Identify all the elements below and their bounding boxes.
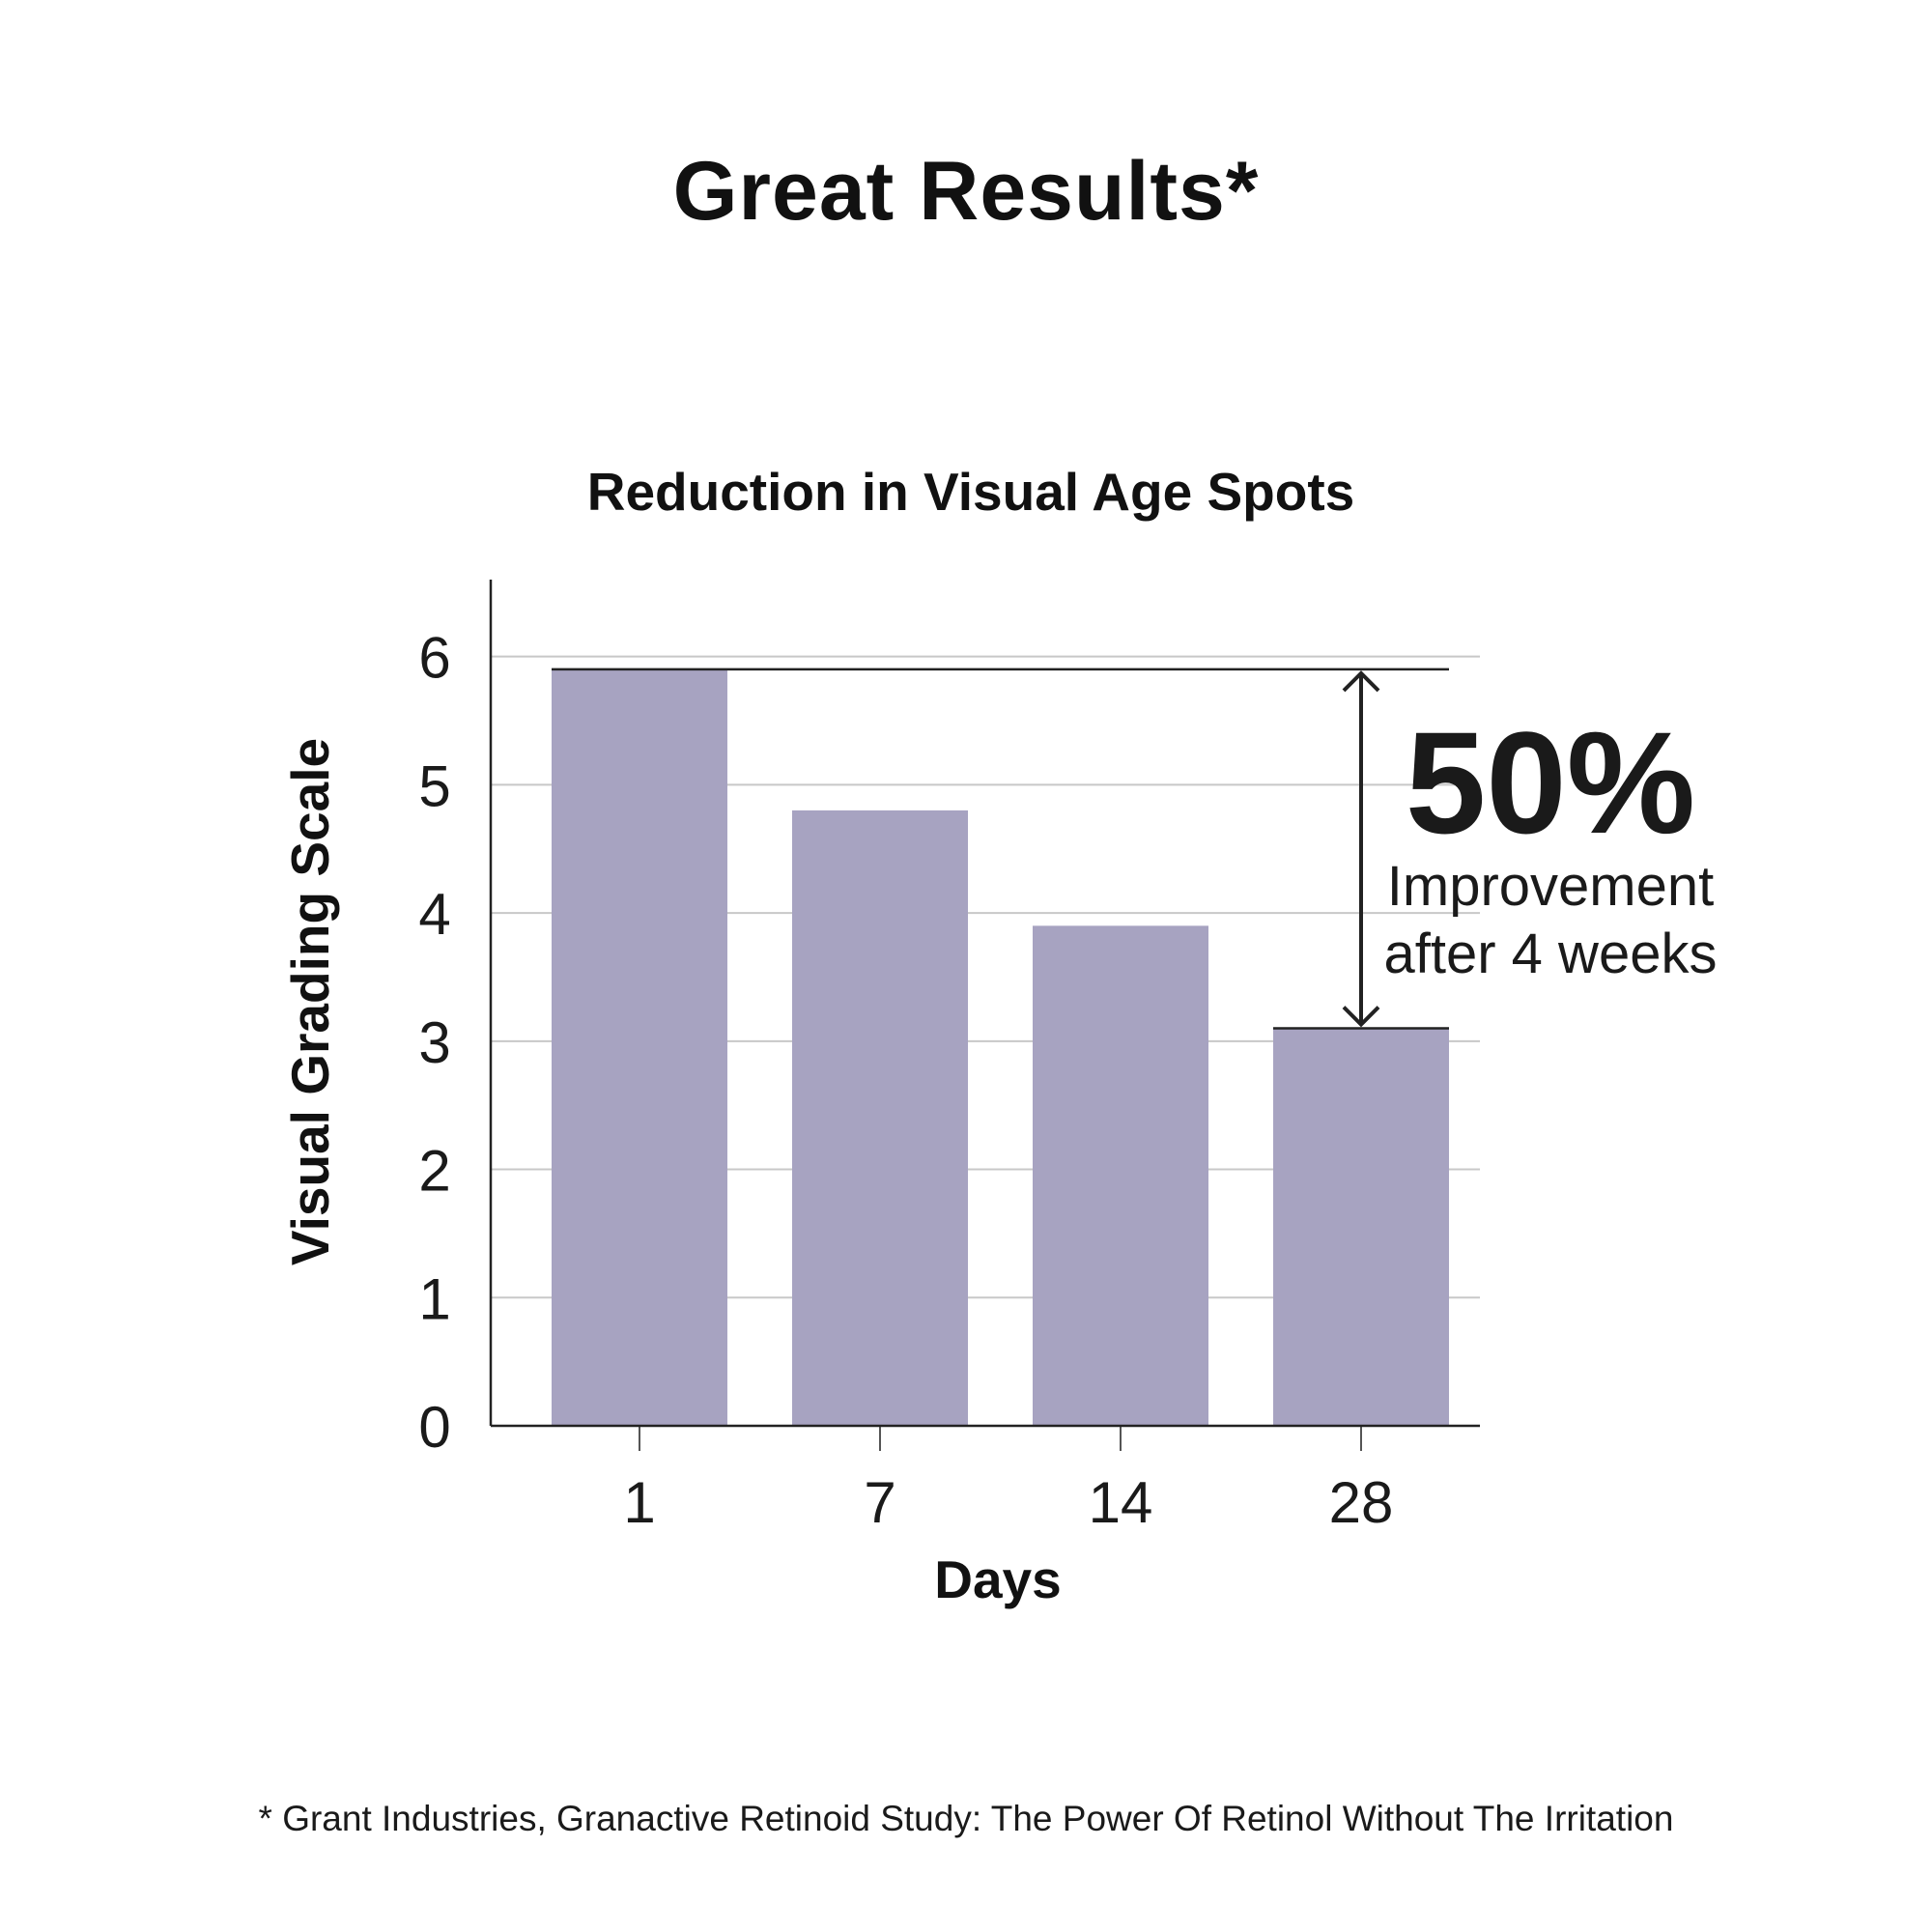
chart-title: Reduction in Visual Age Spots xyxy=(587,462,1355,522)
y-tick-label: 0 xyxy=(418,1395,450,1460)
tick-labels: 0 1 2 3 4 5 6 1 7 14 28 xyxy=(418,626,1393,1535)
bar xyxy=(792,810,968,1426)
bar xyxy=(1273,1028,1449,1426)
arrow-head-up xyxy=(1342,670,1380,693)
y-tick-label: 4 xyxy=(418,882,450,947)
axes xyxy=(489,580,1480,1451)
improvement-annotation: 50% Improvement after 4 weeks xyxy=(552,668,1718,1030)
page-title: Great Results* xyxy=(672,145,1260,238)
x-tick-label: 28 xyxy=(1329,1470,1394,1535)
x-tick-label: 14 xyxy=(1089,1470,1153,1535)
annotation-line2: after 4 weeks xyxy=(1384,923,1718,985)
y-tick-label: 3 xyxy=(418,1010,450,1075)
footnote: * Grant Industries, Granactive Retinoid … xyxy=(258,1799,1674,1838)
y-tick-label: 1 xyxy=(418,1266,450,1331)
x-axis-label: Days xyxy=(934,1549,1061,1609)
annotation-value: 50% xyxy=(1406,701,1695,864)
x-tick-label: 7 xyxy=(864,1470,895,1535)
x-tick-label: 1 xyxy=(623,1470,655,1535)
y-axis-label: Visual Grading Scale xyxy=(280,738,340,1265)
y-tick-label: 5 xyxy=(418,753,450,818)
bar xyxy=(1033,925,1208,1426)
y-tick-label: 2 xyxy=(418,1139,450,1204)
y-tick-label: 6 xyxy=(418,626,450,691)
annotation-line1: Improvement xyxy=(1387,855,1714,918)
bars xyxy=(552,668,1449,1426)
arrow-head-down xyxy=(1342,1006,1380,1028)
bar xyxy=(552,668,727,1426)
